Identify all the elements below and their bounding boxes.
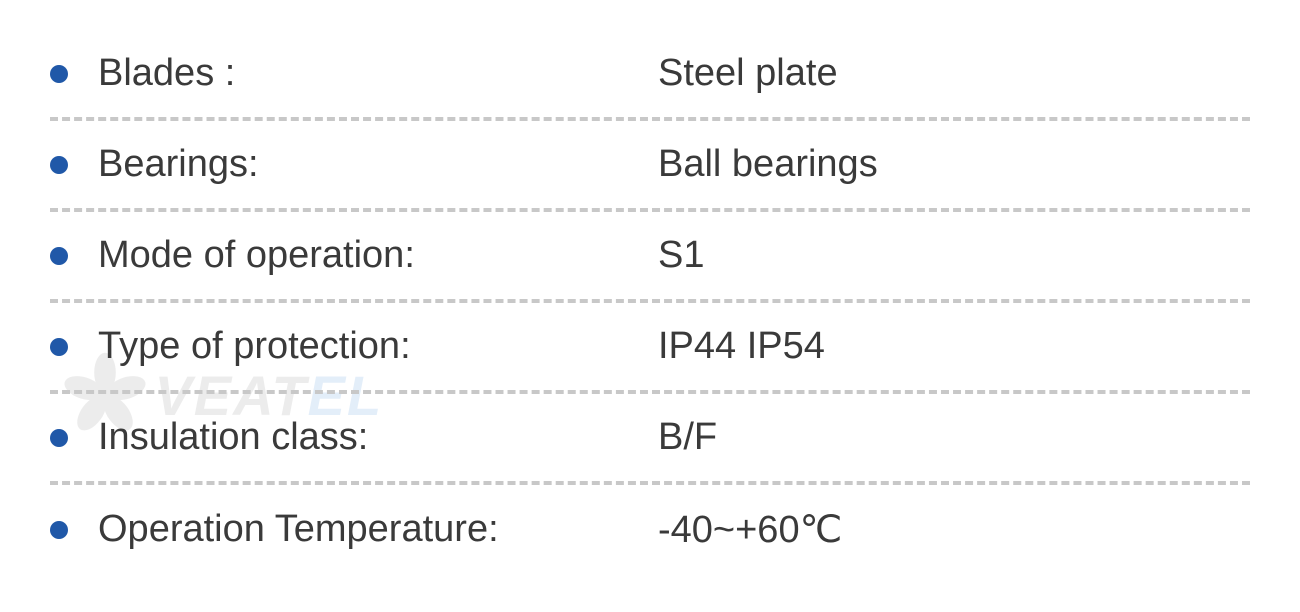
spec-row: Type of protection: IP44 IP54 <box>50 303 1250 394</box>
spec-label: Insulation class: <box>98 416 658 459</box>
spec-row: Mode of operation: S1 <box>50 212 1250 303</box>
spec-label: Operation Temperature: <box>98 508 658 551</box>
bullet-icon <box>50 429 68 447</box>
spec-row: Blades : Steel plate <box>50 30 1250 121</box>
bullet-icon <box>50 338 68 356</box>
spec-value: Ball bearings <box>658 143 878 186</box>
spec-row: Bearings: Ball bearings <box>50 121 1250 212</box>
spec-value: B/F <box>658 416 717 459</box>
bullet-icon <box>50 65 68 83</box>
spec-value: -40~+60℃ <box>658 507 842 552</box>
spec-label: Mode of operation: <box>98 234 658 277</box>
spec-label: Blades : <box>98 52 658 95</box>
spec-value: Steel plate <box>658 52 838 95</box>
spec-value: S1 <box>658 234 704 277</box>
spec-label: Bearings: <box>98 143 658 186</box>
bullet-icon <box>50 247 68 265</box>
spec-value: IP44 IP54 <box>658 325 825 368</box>
bullet-icon <box>50 521 68 539</box>
bullet-icon <box>50 156 68 174</box>
spec-label: Type of protection: <box>98 325 658 368</box>
spec-row: Operation Temperature: -40~+60℃ <box>50 485 1250 574</box>
spec-row: Insulation class: B/F <box>50 394 1250 485</box>
spec-list: Blades : Steel plate Bearings: Ball bear… <box>50 30 1250 574</box>
